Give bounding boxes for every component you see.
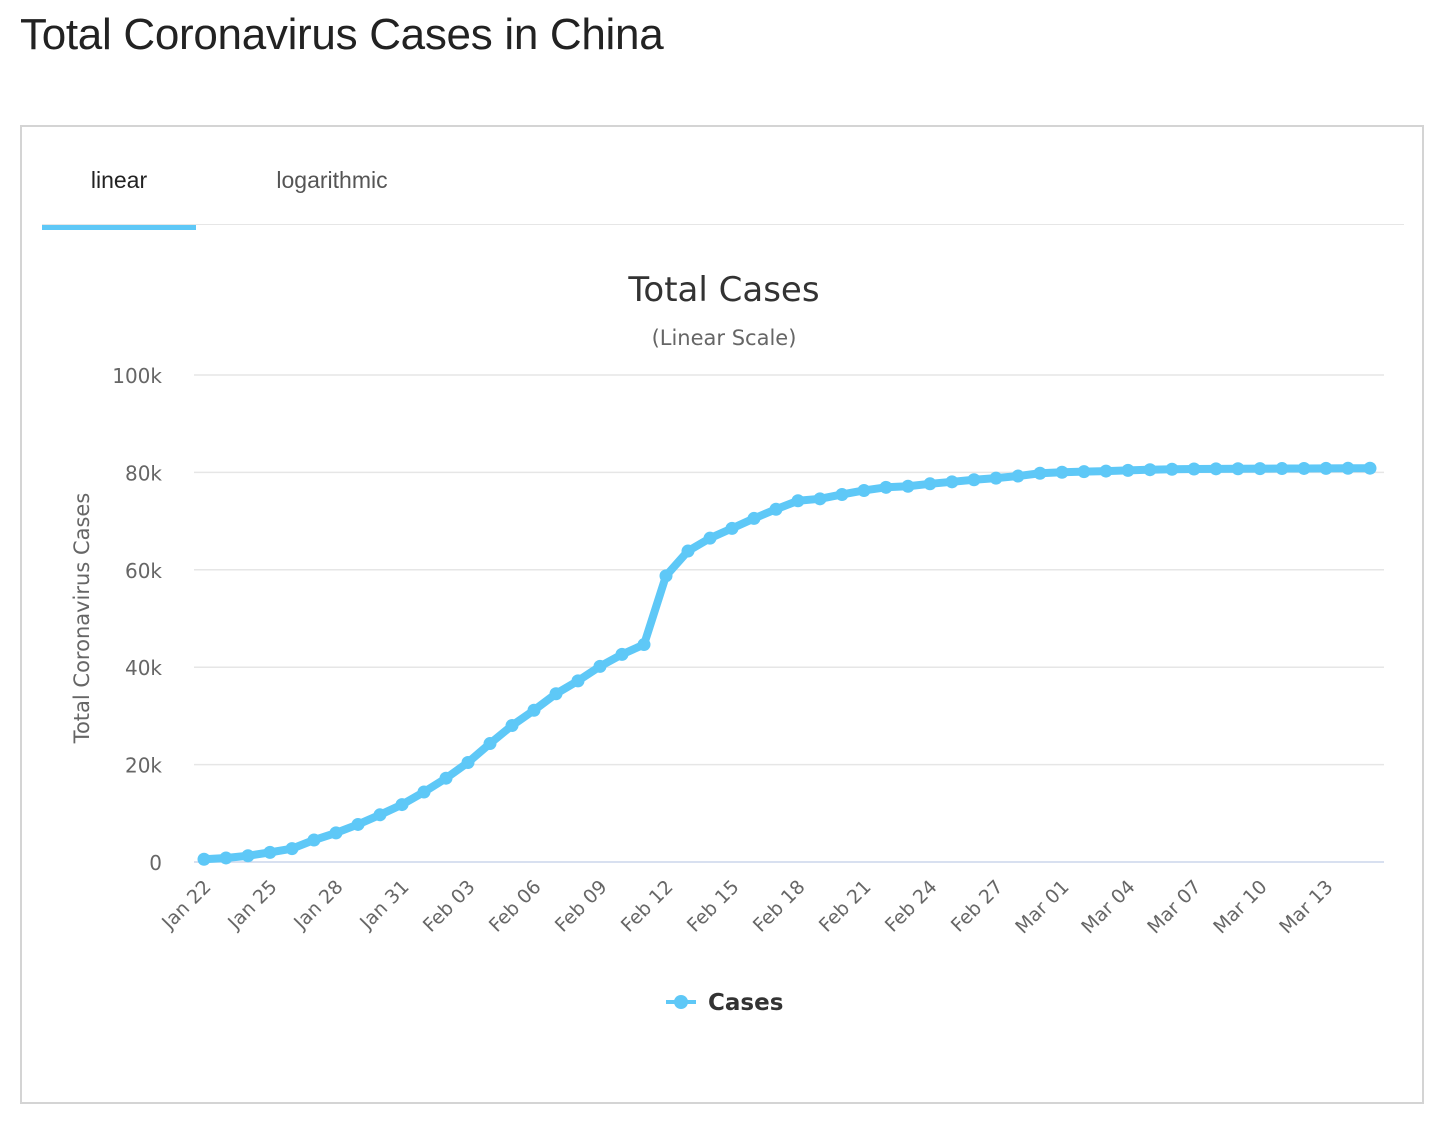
data-point[interactable]: [791, 494, 805, 508]
data-point[interactable]: [1187, 462, 1201, 476]
y-axis: 0 20k 40k 60k 80k 100k: [112, 364, 162, 875]
data-point[interactable]: [967, 473, 981, 487]
x-tick-label: Feb 27: [947, 876, 1008, 937]
x-axis: Jan 22 Jan 25 Jan 28 Jan 31 Feb 03 Feb 06 Feb …: [157, 876, 1337, 938]
x-tick-label: Jan 22: [157, 876, 215, 934]
chart-subtitle: (Linear Scale): [652, 326, 797, 350]
data-point[interactable]: [1077, 465, 1091, 479]
data-point[interactable]: [1231, 462, 1245, 476]
x-tick-label: Mar 07: [1143, 876, 1205, 938]
data-point[interactable]: [219, 851, 233, 865]
data-point[interactable]: [1011, 469, 1025, 483]
scale-tabs: linear logarithmic: [42, 127, 1404, 230]
legend-marker: [674, 995, 688, 1009]
series-line: [200, 464, 1374, 864]
x-tick-label: Mar 13: [1275, 876, 1337, 938]
data-point[interactable]: [1341, 461, 1355, 475]
legend[interactable]: Cases: [666, 990, 783, 1016]
y-tick-label: 100k: [112, 364, 162, 388]
data-point[interactable]: [351, 817, 365, 831]
x-tick-label: Mar 04: [1077, 876, 1139, 938]
data-point[interactable]: [659, 569, 673, 583]
legend-label-cases: Cases: [708, 990, 783, 1016]
x-tick-label: Feb 15: [683, 876, 744, 937]
x-tick-label: Jan 31: [355, 876, 413, 934]
y-tick-label: 20k: [125, 754, 162, 778]
data-point[interactable]: [263, 845, 277, 859]
data-point[interactable]: [307, 833, 321, 847]
y-tick-label: 0: [149, 851, 162, 875]
y-tick-label: 80k: [125, 461, 162, 485]
data-point[interactable]: [549, 687, 563, 701]
x-tick-label: Feb 24: [881, 876, 942, 937]
data-point[interactable]: [703, 531, 717, 545]
data-point[interactable]: [593, 659, 607, 673]
data-point[interactable]: [241, 849, 255, 863]
tab-linear-label: linear: [90, 167, 148, 193]
data-point[interactable]: [1033, 466, 1047, 480]
data-point[interactable]: [747, 511, 761, 525]
data-point[interactable]: [1363, 461, 1377, 475]
data-point[interactable]: [857, 483, 871, 497]
x-tick-label: Feb 12: [617, 876, 678, 937]
x-tick-label: Feb 03: [419, 876, 480, 937]
y-tick-label: 60k: [125, 559, 162, 583]
y-axis-title: Total Coronavirus Cases: [70, 493, 94, 745]
chart-panel: linear logarithmic: [20, 125, 1424, 1104]
series-cases: [197, 461, 1377, 866]
data-point[interactable]: [1165, 462, 1179, 476]
grid-layer: [194, 374, 1384, 863]
data-point[interactable]: [483, 737, 497, 751]
data-point[interactable]: [1143, 463, 1157, 477]
x-tick-label: Feb 21: [815, 876, 876, 937]
data-point[interactable]: [989, 471, 1003, 485]
data-point[interactable]: [417, 785, 431, 799]
data-point[interactable]: [571, 674, 585, 688]
x-tick-label: Jan 25: [223, 876, 281, 934]
y-tick-label: 40k: [125, 656, 162, 680]
data-point[interactable]: [1121, 463, 1135, 477]
data-point[interactable]: [1275, 462, 1289, 476]
data-point[interactable]: [439, 771, 453, 785]
data-point[interactable]: [813, 492, 827, 506]
data-point[interactable]: [395, 798, 409, 812]
page-title: Total Coronavirus Cases in China: [20, 10, 664, 59]
x-tick-label: Mar 01: [1011, 876, 1073, 938]
data-point[interactable]: [1319, 461, 1333, 475]
data-point[interactable]: [461, 755, 475, 769]
data-point[interactable]: [1055, 465, 1069, 479]
data-point[interactable]: [681, 544, 695, 558]
data-point[interactable]: [1253, 462, 1267, 476]
x-tick-label: Mar 10: [1209, 876, 1271, 938]
data-point[interactable]: [769, 502, 783, 516]
data-point[interactable]: [879, 480, 893, 494]
data-point[interactable]: [945, 475, 959, 489]
data-point[interactable]: [923, 477, 937, 491]
x-tick-label: Feb 18: [749, 876, 810, 937]
x-tick-label: Feb 09: [551, 876, 612, 937]
data-point[interactable]: [1099, 464, 1113, 478]
data-point[interactable]: [329, 826, 343, 840]
data-point[interactable]: [615, 647, 629, 661]
data-point[interactable]: [505, 719, 519, 733]
x-tick-label: Jan 28: [289, 876, 347, 934]
chart-title: Total Cases: [627, 270, 819, 310]
data-point[interactable]: [285, 842, 299, 856]
data-point[interactable]: [725, 521, 739, 535]
tab-logarithmic[interactable]: logarithmic: [232, 167, 432, 224]
x-tick-label: Feb 06: [485, 876, 546, 937]
data-point[interactable]: [901, 479, 915, 493]
active-tab-indicator: [42, 225, 196, 230]
data-point[interactable]: [373, 808, 387, 822]
data-point[interactable]: [197, 852, 211, 866]
data-point[interactable]: [1209, 462, 1223, 476]
data-point[interactable]: [637, 638, 651, 652]
tab-logarithmic-label: logarithmic: [276, 167, 388, 193]
data-point[interactable]: [1297, 461, 1311, 475]
data-point[interactable]: [835, 487, 849, 501]
data-point[interactable]: [527, 703, 541, 717]
tab-linear[interactable]: linear: [42, 167, 196, 230]
